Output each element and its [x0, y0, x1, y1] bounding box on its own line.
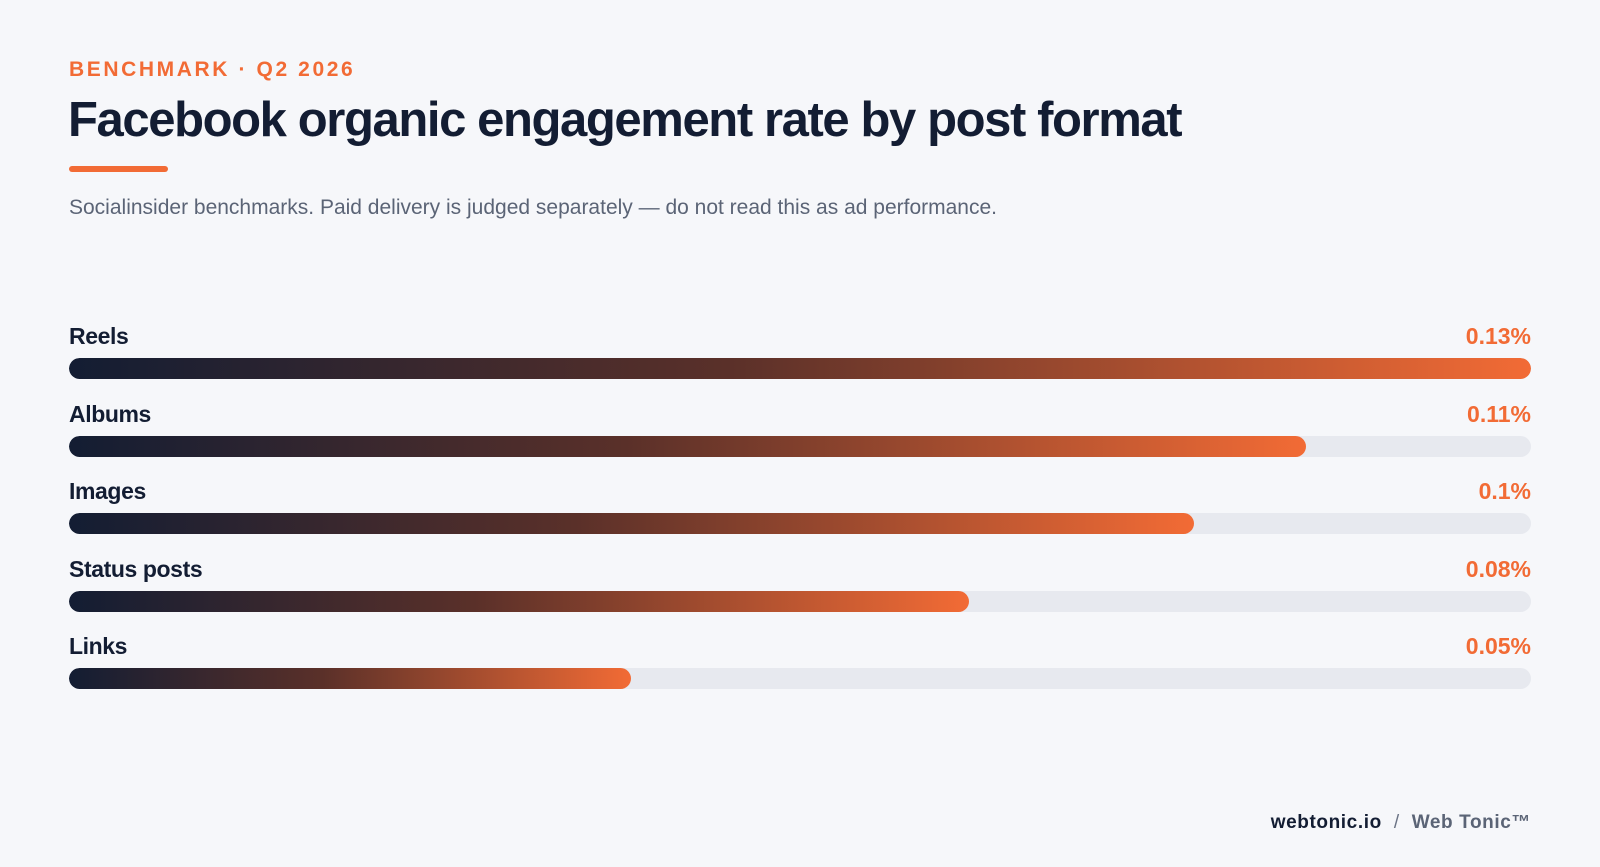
bar-row: Links 0.05%: [69, 628, 1531, 706]
bar-fill: [69, 668, 632, 689]
bar-row: Reels 0.13%: [69, 318, 1531, 396]
bar-track: [69, 590, 1531, 612]
bar-row: Status posts 0.08%: [69, 551, 1531, 629]
footer-separator: /: [1393, 812, 1400, 833]
chart-subtitle: Socialinsider benchmarks. Paid delivery …: [69, 196, 997, 219]
category-label: Status posts: [69, 555, 203, 582]
category-label: Images: [69, 478, 146, 504]
footer-credit: webtonic.io / Web Tonic™: [1271, 812, 1531, 834]
bar-fill: [69, 358, 1531, 379]
category-label: Links: [69, 633, 128, 659]
value-label: 0.1%: [1478, 478, 1531, 504]
bar-track: [69, 668, 1531, 689]
value-label: 0.05%: [1465, 633, 1531, 659]
bar-fill: [69, 513, 1194, 534]
chart-title: Facebook organic engagement rate by post…: [68, 93, 1183, 147]
value-label: 0.08%: [1465, 555, 1531, 582]
footer-brand: Web Tonic™: [1411, 812, 1531, 833]
bar-fill: [69, 435, 1307, 457]
category-label: Albums: [69, 400, 151, 427]
bar-row: Albums 0.11%: [69, 396, 1531, 474]
bar-fill: [69, 590, 969, 612]
category-label: Reels: [69, 323, 129, 349]
bar-track: [69, 435, 1531, 457]
eyebrow-label: BENCHMARK · Q2 2026: [69, 58, 356, 81]
value-label: 0.13%: [1465, 323, 1531, 349]
bar-chart: Reels 0.13% Albums 0.11% Images 0.1% Status po…: [69, 318, 1531, 706]
footer-domain: webtonic.io: [1270, 812, 1382, 833]
bar-row: Images 0.1%: [69, 473, 1531, 551]
bar-track: [69, 513, 1531, 534]
bar-track: [69, 358, 1531, 379]
value-label: 0.11%: [1467, 400, 1531, 427]
title-accent-rule: [69, 166, 168, 172]
